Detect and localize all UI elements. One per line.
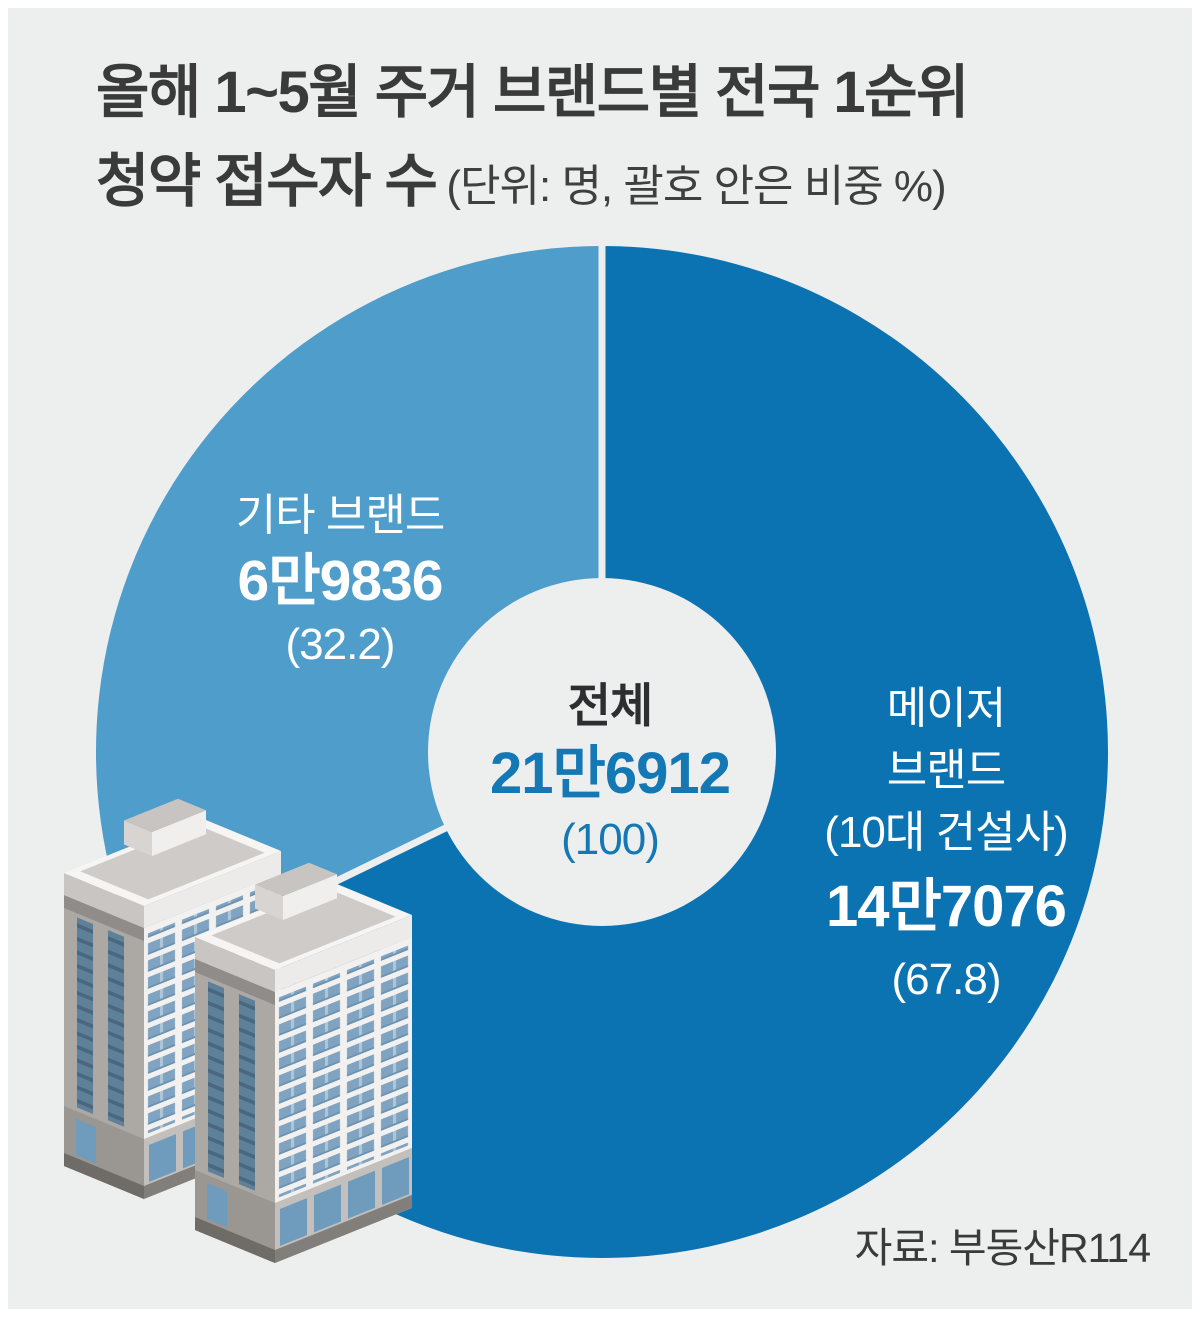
other-brand-name: 기타 브랜드 bbox=[235, 491, 446, 540]
title-line-2-main: 청약 접수자 수 bbox=[96, 149, 438, 214]
other-brand-percent: (32.2) bbox=[285, 620, 396, 669]
title-line-1: 올해 1~5월 주거 브랜드별 전국 1순위 bbox=[96, 60, 969, 125]
major-brand-name-1: 메이저 bbox=[886, 684, 1006, 733]
title-line-2: 청약 접수자 수 (단위: 명, 괄호 안은 비중 %) bbox=[96, 137, 968, 231]
total-title: 전체 bbox=[567, 679, 653, 732]
major-brand-percent: (67.8) bbox=[891, 955, 1002, 1004]
donut-hole bbox=[428, 578, 776, 926]
other-brand-label: 기타 브랜드 6만9836 (32.2) bbox=[235, 486, 446, 674]
other-brand-value: 6만9836 bbox=[237, 549, 444, 613]
total-percent: (100) bbox=[561, 815, 660, 864]
page-title: 올해 1~5월 주거 브랜드별 전국 1순위 청약 접수자 수 (단위: 명, 괄… bbox=[96, 48, 969, 231]
total-value: 21만6912 bbox=[490, 741, 731, 806]
source-credit: 자료: 부동산R114 bbox=[854, 1225, 1151, 1271]
major-brand-label: 메이저 브랜드 (10대 건설사) 14만7076 (67.8) bbox=[824, 678, 1068, 1010]
title-unit-note: (단위: 명, 괄호 안은 비중 %) bbox=[446, 162, 946, 211]
total-label: 전체 21만6912 (100) bbox=[490, 676, 731, 868]
major-brand-value: 14만7076 bbox=[826, 874, 1067, 939]
major-brand-subtitle: (10대 건설사) bbox=[824, 808, 1068, 857]
major-brand-name-2: 브랜드 bbox=[886, 746, 1006, 795]
